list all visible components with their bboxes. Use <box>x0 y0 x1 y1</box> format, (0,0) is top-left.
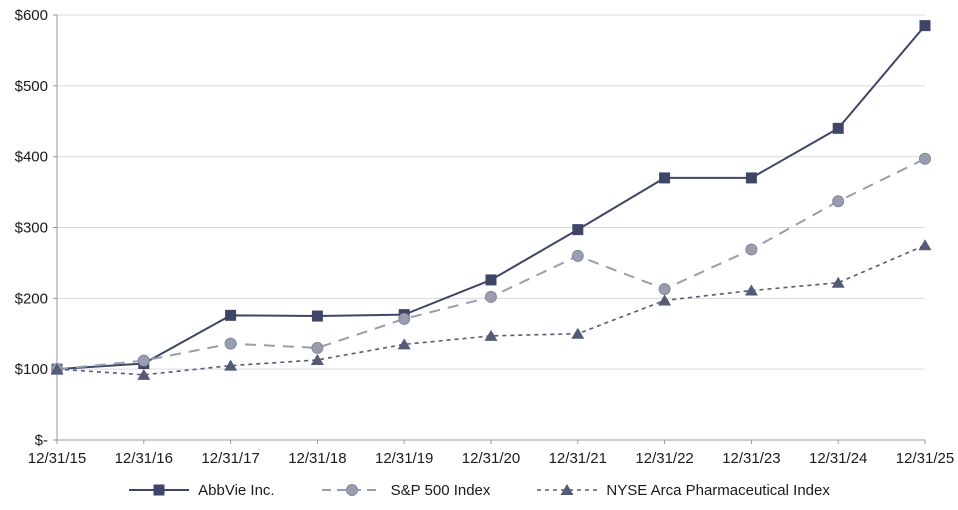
marker-triangle <box>744 284 758 296</box>
marker-circle <box>919 152 931 165</box>
marker-triangle <box>484 329 498 341</box>
legend-label: NYSE Arca Pharmaceutical Index <box>606 481 830 499</box>
x-tick-label: 12/31/18 <box>288 450 346 467</box>
x-tick-label: 12/31/24 <box>809 450 867 467</box>
marker-circle <box>137 354 150 367</box>
legend-item-nyse-arca: NYSE Arca Pharmaceutical Index <box>536 481 830 499</box>
marker-square <box>225 309 237 321</box>
legend-label: AbbVie Inc. <box>198 481 275 499</box>
marker-circle <box>398 312 411 325</box>
marker-triangle <box>571 327 585 339</box>
x-tick-label: 12/31/16 <box>115 450 173 467</box>
x-tick-label: 12/31/17 <box>201 450 259 467</box>
x-tick-label: 12/31/20 <box>462 450 520 467</box>
marker-circle <box>345 484 358 496</box>
series-2 <box>50 239 932 380</box>
series-line <box>56 244 926 376</box>
y-tick-label: $- <box>35 432 48 449</box>
marker-triangle <box>50 363 64 375</box>
series-0 <box>51 20 931 375</box>
y-tick-label: $100 <box>15 361 48 378</box>
marker-circle <box>311 341 324 354</box>
y-tick-label: $300 <box>15 220 48 237</box>
legend-item-sp500: S&P 500 Index <box>321 481 491 499</box>
marker-square <box>485 274 497 286</box>
x-tick-label: 12/31/19 <box>375 450 433 467</box>
legend-label: S&P 500 Index <box>390 481 491 499</box>
x-tick-label: 12/31/22 <box>635 450 693 467</box>
x-tick-label: 12/31/21 <box>549 450 607 467</box>
marker-triangle <box>224 359 238 371</box>
x-tick-label: 12/31/23 <box>722 450 780 467</box>
marker-triangle <box>658 294 672 306</box>
marker-triangle <box>831 276 845 288</box>
chart-legend: AbbVie Inc. S&P 500 Index NYSE Arca Phar… <box>0 470 958 510</box>
marker-triangle <box>137 368 151 380</box>
y-tick-label: $600 <box>15 7 48 24</box>
x-tick-label: 12/31/25 <box>896 450 954 467</box>
marker-circle <box>658 283 671 296</box>
marker-square <box>153 484 165 496</box>
marker-triangle <box>918 239 932 251</box>
marker-square <box>659 172 671 184</box>
marker-circle <box>571 249 584 262</box>
marker-circle <box>832 195 845 208</box>
marker-square <box>745 172 757 184</box>
sp500-line-circle-icon <box>321 484 382 496</box>
nyse-arca-line-triangle-icon <box>537 484 598 495</box>
y-tick-label: $200 <box>15 290 48 307</box>
marker-circle <box>485 290 497 303</box>
abbvie-line-square-icon <box>129 484 190 496</box>
marker-square <box>572 224 584 236</box>
y-tick-label: $400 <box>15 149 48 166</box>
y-tick-label: $500 <box>15 78 48 95</box>
legend-item-abbvie: AbbVie Inc. <box>128 481 275 499</box>
marker-triangle <box>310 353 324 365</box>
marker-circle <box>745 243 758 256</box>
marker-square <box>832 122 844 134</box>
marker-square <box>311 310 323 322</box>
x-tick-label: 12/31/15 <box>28 450 86 467</box>
marker-triangle <box>560 484 574 495</box>
marker-circle <box>224 337 237 350</box>
performance-chart: $- $100 $200 $300 $400 $500 $600 12/31/15 12/31/… <box>15 7 955 467</box>
marker-triangle <box>397 338 411 350</box>
marker-square <box>919 20 931 32</box>
series-line <box>56 24 926 371</box>
